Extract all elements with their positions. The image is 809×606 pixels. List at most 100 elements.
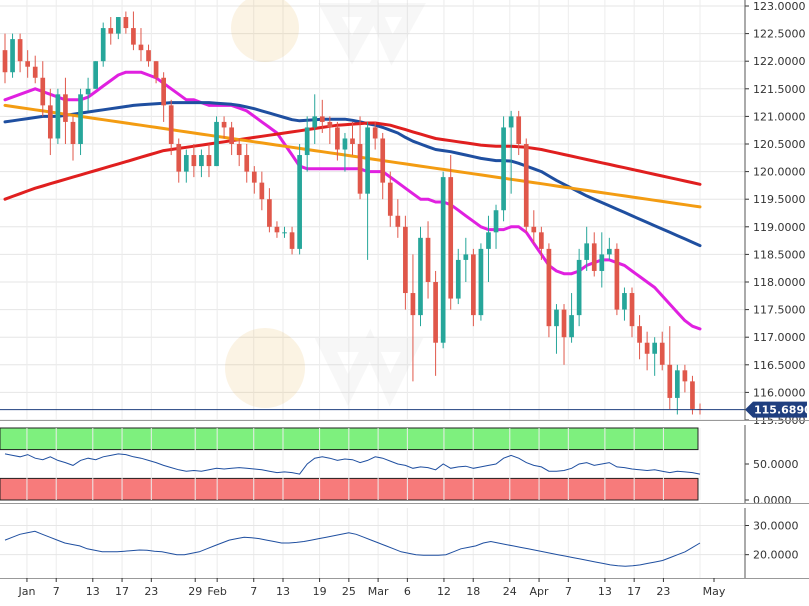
candle-body bbox=[357, 144, 363, 194]
candle-body bbox=[168, 105, 174, 144]
time-axis-tick-label: 19 bbox=[313, 585, 327, 598]
candle-body bbox=[508, 116, 514, 128]
candle-body bbox=[418, 237, 423, 316]
candle-body bbox=[546, 248, 552, 327]
price-axis-tick-label: 118.5000 bbox=[753, 248, 806, 261]
oscillator-axis-tick-label: 0.0000 bbox=[753, 494, 792, 507]
candle-body bbox=[78, 94, 83, 144]
time-axis-tick-label: 25 bbox=[342, 585, 356, 598]
oscillator-series-line bbox=[4, 453, 701, 475]
price-axis-tick-label: 121.5000 bbox=[753, 83, 806, 96]
time-axis-tick-label: 29 bbox=[188, 585, 202, 598]
candle-body bbox=[463, 254, 469, 260]
price-axis-tick-label: 116.5000 bbox=[753, 359, 806, 372]
moving-average-line-blue bbox=[3, 101, 702, 248]
oscillator-line bbox=[4, 453, 701, 475]
time-axis-tick-label: 23 bbox=[656, 585, 670, 598]
price-axis-tick-label: 120.5000 bbox=[753, 138, 806, 151]
time-axis-tick-label: 18 bbox=[466, 585, 480, 598]
candle-body bbox=[569, 315, 574, 338]
adx-axis[interactable]: 30.0000 20.0000 bbox=[745, 520, 799, 562]
candle-body bbox=[312, 116, 318, 128]
candle-body bbox=[146, 50, 151, 62]
time-axis-tick-label: 7 bbox=[250, 585, 257, 598]
candle-body bbox=[561, 309, 567, 338]
candle-body bbox=[531, 226, 537, 233]
candle-body bbox=[161, 77, 166, 106]
candle-body bbox=[274, 226, 280, 233]
watermark bbox=[225, 0, 426, 408]
candle-body bbox=[342, 138, 348, 150]
candle-body bbox=[32, 66, 38, 78]
time-axis-tick-label: Jan bbox=[17, 585, 35, 598]
adx-axis-tick-label: 20.0000 bbox=[753, 549, 799, 562]
candle-body bbox=[259, 182, 265, 200]
time-axis-tick-label: 6 bbox=[404, 585, 411, 598]
time-axis-tick-label: 17 bbox=[627, 585, 641, 598]
price-axis-tick-label: 118.0000 bbox=[753, 276, 806, 289]
candle-body bbox=[365, 127, 370, 194]
time-axis-tick-label: 13 bbox=[276, 585, 290, 598]
candle-body bbox=[214, 121, 219, 167]
oscillator-gridlines bbox=[26, 428, 701, 500]
price-axis-tick-label: 123.0000 bbox=[753, 0, 806, 13]
candle-body bbox=[652, 342, 658, 354]
moving-average-line-magenta bbox=[3, 70, 702, 331]
candle-body bbox=[221, 121, 227, 128]
candle-body bbox=[123, 17, 129, 29]
time-axis-tick-label: Feb bbox=[207, 585, 226, 598]
candle-body bbox=[17, 39, 23, 62]
candle-body bbox=[659, 342, 665, 365]
candle-body bbox=[236, 144, 242, 156]
candle-body bbox=[410, 293, 416, 316]
price-gridlines bbox=[0, 5, 745, 421]
time-axis-tick-label: May bbox=[703, 585, 726, 598]
candle-body bbox=[297, 155, 302, 249]
candle-body bbox=[478, 248, 484, 316]
candle-body bbox=[539, 232, 544, 249]
time-axis[interactable]: Jan 7 13 17 23 29 Feb 7 13 19 25 Mar 6 12 18 24 Apr 7 13 17… bbox=[17, 578, 726, 598]
candle-body bbox=[584, 243, 590, 260]
candle-body bbox=[10, 39, 15, 73]
candle-body bbox=[523, 144, 529, 227]
candle-body bbox=[138, 44, 144, 51]
candle-body bbox=[622, 293, 627, 310]
candle-body bbox=[350, 138, 355, 144]
candle-body bbox=[433, 282, 438, 343]
candle-body bbox=[637, 326, 642, 343]
candle-body bbox=[440, 177, 446, 343]
pane-borders bbox=[0, 0, 809, 579]
price-axis-tick-label: 122.5000 bbox=[753, 28, 806, 41]
candlesticks bbox=[2, 11, 703, 415]
time-axis-tick-label: 7 bbox=[53, 585, 60, 598]
candle-body bbox=[335, 127, 340, 150]
candle-body bbox=[304, 127, 310, 156]
candle-body bbox=[2, 50, 8, 73]
candle-body bbox=[455, 259, 461, 299]
price-axis-tick-label: 122.0000 bbox=[753, 55, 806, 68]
time-axis-tick-label: 24 bbox=[503, 585, 517, 598]
oscillator-pane: 50.0000 0.0000 bbox=[0, 427, 799, 507]
candle-body bbox=[403, 226, 408, 294]
price-axis-tick-label: 120.0000 bbox=[753, 166, 806, 179]
adx-series-line bbox=[4, 530, 701, 567]
time-axis-tick-label: 13 bbox=[598, 585, 612, 598]
watermark-mark-top bbox=[318, 0, 426, 66]
time-axis-tick-label: 13 bbox=[86, 585, 100, 598]
watermark-mark-middle bbox=[314, 328, 424, 407]
candle-body bbox=[289, 232, 295, 249]
candle-body bbox=[251, 171, 257, 183]
adx-pane: 30.0000 20.0000 bbox=[0, 508, 799, 578]
candle-body bbox=[183, 155, 189, 172]
candle-body bbox=[607, 248, 612, 255]
last-price-label: 115.6890 bbox=[754, 404, 809, 417]
candle-body bbox=[516, 116, 522, 144]
price-axis-tick-label: 117.0000 bbox=[753, 331, 806, 344]
adx-line bbox=[4, 530, 701, 567]
candle-body bbox=[372, 127, 378, 139]
time-axis-tick-label: Mar bbox=[368, 585, 389, 598]
adx-axis-tick-label: 30.0000 bbox=[753, 520, 799, 533]
candle-body bbox=[380, 138, 386, 183]
